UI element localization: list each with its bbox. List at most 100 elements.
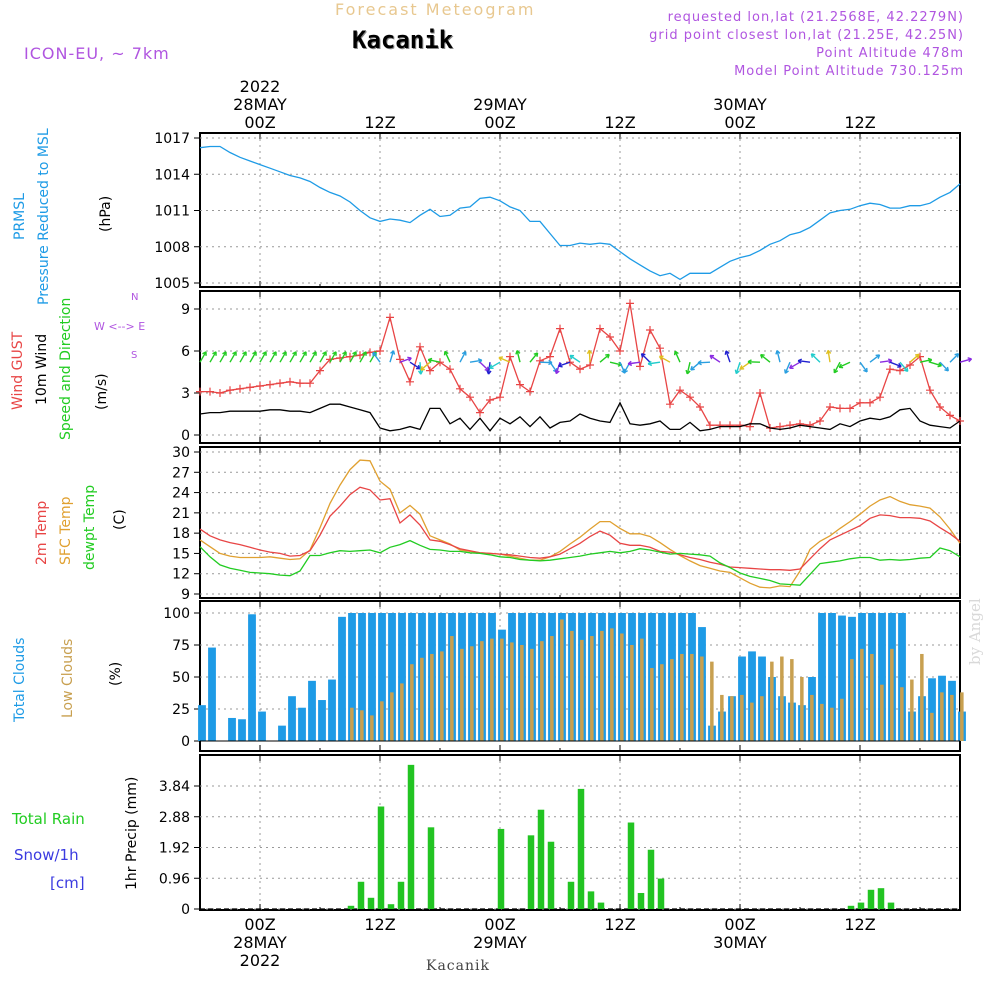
low-cloud-bar: [500, 638, 504, 741]
wind-arrowhead: [498, 356, 504, 362]
precip-axis-label: 1hr Precip (mm): [124, 777, 140, 890]
wind-arrowhead: [954, 353, 960, 358]
wind-arrowhead: [833, 368, 839, 374]
low-cloud-bar: [730, 696, 734, 741]
low-cloud-bar: [660, 664, 664, 741]
top-axis-date: 28MAY: [233, 95, 287, 114]
wind-arrow: [339, 351, 347, 363]
gust-point: [386, 313, 394, 322]
low-cloud-bar: [630, 645, 634, 741]
wind-arrowhead: [914, 353, 920, 359]
wind-arrow: [428, 359, 441, 363]
location-title: Kacanik: [352, 26, 454, 54]
gust-point: [496, 393, 504, 402]
wind-arrow: [949, 353, 959, 363]
y-tick-label: 27: [172, 465, 190, 481]
wind-arrow: [674, 350, 681, 363]
forecast-title: Forecast Meteogram: [335, 0, 536, 19]
gust-point: [366, 348, 374, 357]
low-cloud-bar: [960, 692, 964, 741]
gust-point: [556, 324, 564, 333]
low-cloud-bar: [820, 703, 824, 741]
y-tick-label: 1014: [154, 167, 190, 183]
rain-bar: [427, 827, 435, 909]
prmsl-label: PRMSL: [12, 193, 28, 240]
low-cloud-bar: [380, 701, 384, 741]
gust-point: [536, 356, 544, 365]
top-axis-date: 30MAY: [713, 95, 767, 114]
total-cloud-bar: [368, 613, 376, 741]
total-cloud-bar: [228, 717, 236, 741]
snow-label: Snow/1h: [14, 846, 79, 864]
temp2m-label: 2m Temp: [34, 501, 50, 565]
wind-arrowhead: [443, 350, 449, 356]
wind-arrowhead: [825, 349, 832, 355]
wind-arrowhead: [788, 364, 794, 369]
gust-point: [526, 387, 534, 396]
low-cloud-bar: [620, 633, 624, 741]
wind-arrow: [329, 351, 337, 363]
wind-arrow: [269, 351, 277, 363]
low-cloud-bar: [600, 630, 604, 741]
wind-arrow: [833, 361, 841, 374]
total-cloud-bar: [878, 613, 886, 741]
y-tick-label: 9: [181, 302, 190, 318]
gust-point: [286, 377, 294, 386]
low-cloud-bar: [860, 648, 864, 741]
top-axis-year: 2022: [240, 77, 281, 96]
wind-arrowhead: [586, 349, 593, 355]
low-cloud-bar: [940, 692, 944, 741]
wind-arrowhead: [863, 367, 868, 373]
wind-arrow: [919, 359, 932, 363]
low-cloud-bar: [490, 638, 494, 741]
low-cloud-bar: [840, 698, 844, 741]
bottom-axis-time: 12Z: [364, 915, 395, 934]
wind-arrowhead: [709, 354, 715, 360]
gust-point: [256, 382, 264, 390]
wind-arrow: [359, 351, 367, 363]
y-tick-label: 25: [172, 702, 190, 718]
wind-arrow: [909, 353, 920, 363]
wind-arrow: [469, 359, 482, 363]
model-label: ICON-EU, ~ 7km: [24, 44, 170, 63]
total-cloud-bar: [248, 614, 256, 741]
total-cloud-bar: [288, 696, 296, 741]
wind-arrow: [489, 361, 501, 369]
watermark: by Angel: [966, 598, 984, 665]
wind-arrow: [827, 350, 831, 363]
wind-arrowhead: [312, 351, 317, 356]
low-cloud-bar: [700, 656, 704, 741]
rain-bar: [357, 881, 365, 909]
gust-point: [306, 379, 314, 388]
y-tick-label: 9: [181, 587, 190, 603]
y-tick-label: 0.96: [159, 871, 190, 887]
low-cloud-bar: [790, 659, 794, 741]
wind-arrowhead: [302, 351, 307, 356]
wind-arrow: [609, 361, 622, 366]
low-cloud-bar: [680, 653, 684, 741]
panels: 1005100810111014101703699121518212427300…: [154, 131, 973, 918]
low-cloud-bar: [780, 656, 784, 741]
wind-arrowhead: [747, 359, 752, 365]
gust-point: [656, 344, 664, 353]
gust-point: [416, 342, 424, 351]
y-tick-label: 75: [172, 638, 190, 654]
low-cloud-bar: [950, 694, 954, 741]
wind-arrowhead: [897, 362, 902, 368]
panel-frame: [199, 600, 961, 752]
low-cloud-bar: [410, 664, 414, 741]
low-cloud-bar: [390, 692, 394, 741]
bottom-axis-time: 12Z: [844, 915, 875, 934]
gust-point: [696, 403, 704, 411]
wind-arrow: [588, 350, 591, 363]
wind-arrow: [498, 356, 511, 363]
rain-bar: [867, 889, 875, 909]
low-cloud-bar: [910, 679, 914, 741]
total-cloud-bar: [238, 719, 246, 741]
wind-arrow: [725, 350, 731, 363]
low-cloud-bar: [480, 641, 484, 741]
wind-arrow: [709, 354, 721, 363]
low-clouds-label: Low Clouds: [60, 639, 76, 718]
rain-bar: [567, 881, 575, 909]
